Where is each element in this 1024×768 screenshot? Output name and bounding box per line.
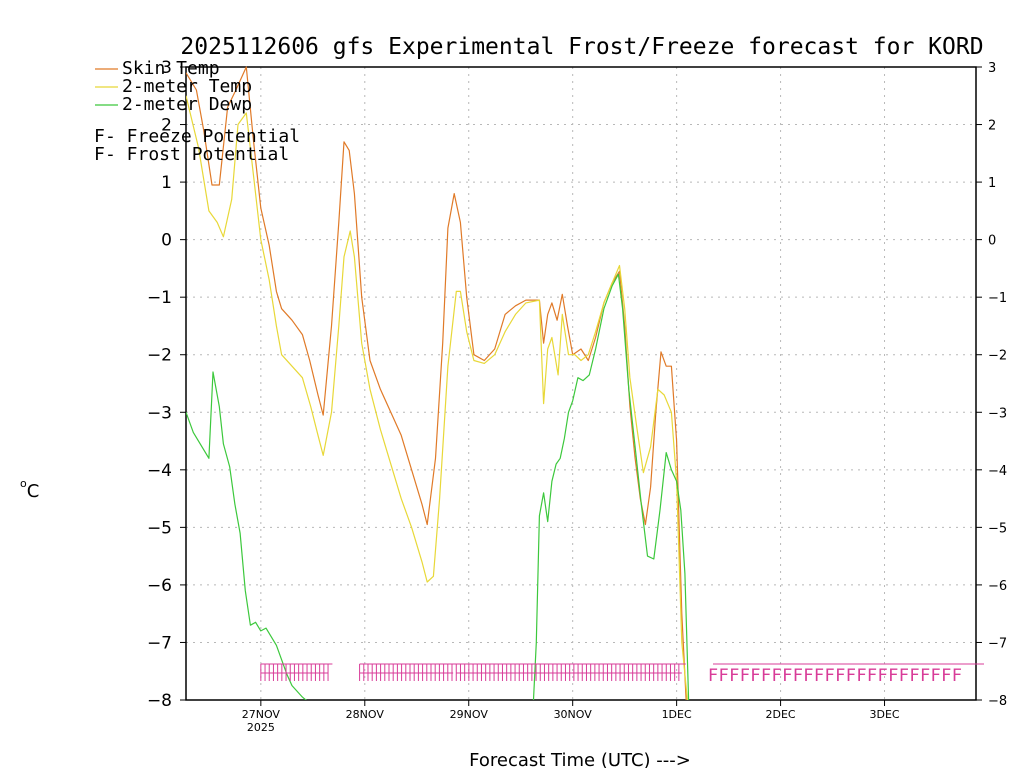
y-tick-label-right: −5 <box>988 521 1007 536</box>
y-tick-label-right: 3 <box>988 61 996 76</box>
freeze-flag-letter: F <box>750 666 760 686</box>
x-tick-label: 29NOV <box>450 708 489 721</box>
freeze-flag-letter: F <box>708 666 718 686</box>
freeze-flag-letter: F <box>740 666 750 686</box>
y-tick-label: 3 <box>161 58 172 78</box>
y-tick-label-right: −3 <box>988 406 1007 421</box>
freeze-flag-letter: F <box>920 666 930 686</box>
y-tick-label: −6 <box>147 576 172 596</box>
x-tick-label: 27NOV <box>242 708 281 721</box>
freeze-flag-letter: F <box>814 666 824 686</box>
y-tick-label-right: 1 <box>988 176 996 191</box>
x-tick-label: 1DEC <box>662 708 692 721</box>
freeze-flag-letter: F <box>846 666 856 686</box>
y-axis-right: 3 2 1 0 −1 −2 −3 −4 −5 −6 −7 −8 <box>976 61 1007 709</box>
series-line-2-meter-dewp <box>186 273 690 700</box>
y-tick-label: −1 <box>147 288 172 308</box>
y-tick-label-right: −7 <box>988 636 1007 651</box>
freeze-flag-letter: F <box>909 666 919 686</box>
legend-flag-letter: F <box>94 144 105 165</box>
series-lines <box>186 66 690 700</box>
x-tick-label: 2DEC <box>766 708 796 721</box>
freeze-flag-letter: F <box>803 666 813 686</box>
y-tick-label: 1 <box>161 173 172 193</box>
freeze-flag-letter: F <box>899 666 909 686</box>
y-axis-left: 3 2 1 0 −1 −2 −3 −4 −5 −6 −7 −8 <box>147 58 186 711</box>
freeze-flag-letter: F <box>825 666 835 686</box>
y-tick-label: −3 <box>147 403 172 423</box>
y-tick-label-right: −8 <box>988 694 1007 709</box>
freeze-flag-letter: F <box>729 666 739 686</box>
y-tick-label: −7 <box>147 633 172 653</box>
legend-label: 2-meter Temp <box>122 76 252 97</box>
freeze-flag-letter: F <box>856 666 866 686</box>
y-tick-label-right: 0 <box>988 234 996 249</box>
legend-label: Skin Temp <box>122 58 220 79</box>
freeze-flag-letter: F <box>782 666 792 686</box>
y-tick-label-right: −6 <box>988 579 1007 594</box>
x-tick-label: 28NOV <box>346 708 385 721</box>
x-tick-sublabel: 2025 <box>247 721 275 734</box>
legend-label: - Freeze Potential <box>105 126 300 147</box>
freeze-flag-letter: F <box>941 666 951 686</box>
freeze-flag-letter: F <box>761 666 771 686</box>
plot-frame <box>185 66 977 701</box>
y-axis-label-degree: o <box>20 477 27 490</box>
freeze-flag-letter: F <box>931 666 941 686</box>
freeze-flag-letter: F <box>867 666 877 686</box>
freeze-flag-letter: F <box>878 666 888 686</box>
chart-title: 2025112606 gfs Experimental Frost/Freeze… <box>180 34 983 60</box>
y-tick-label: 0 <box>161 231 172 251</box>
y-tick-label-right: −4 <box>988 464 1007 479</box>
legend-label: 2-meter Dewp <box>122 94 252 115</box>
y-tick-label-right: 2 <box>988 119 996 134</box>
y-tick-label: −2 <box>147 346 172 366</box>
legend-flag-letter: F <box>94 126 105 147</box>
x-axis-label: Forecast Time (UTC) ---> <box>469 750 691 768</box>
y-axis-label-unit: C <box>27 481 40 502</box>
y-tick-label: 2 <box>161 116 172 136</box>
freeze-flag-letter: F <box>952 666 962 686</box>
freeze-flag-letter: F <box>718 666 728 686</box>
freeze-flag-letter: F <box>888 666 898 686</box>
x-tick-label: 30NOV <box>554 708 593 721</box>
freeze-flag-letter: F <box>793 666 803 686</box>
y-tick-label: −4 <box>147 461 172 481</box>
freeze-flag-letter: F <box>835 666 845 686</box>
x-tick-label: 3DEC <box>869 708 899 721</box>
series-line-2-meter-temp <box>186 95 689 700</box>
grid <box>186 67 976 700</box>
legend-label: - Frost Potential <box>105 144 289 165</box>
freeze-flag-letter: F <box>772 666 782 686</box>
y-tick-label-right: −1 <box>988 291 1007 306</box>
y-tick-label: −5 <box>147 518 172 538</box>
y-tick-label-right: −2 <box>988 349 1007 364</box>
y-axis-label: oC <box>20 477 39 502</box>
y-tick-label: −8 <box>147 691 172 711</box>
